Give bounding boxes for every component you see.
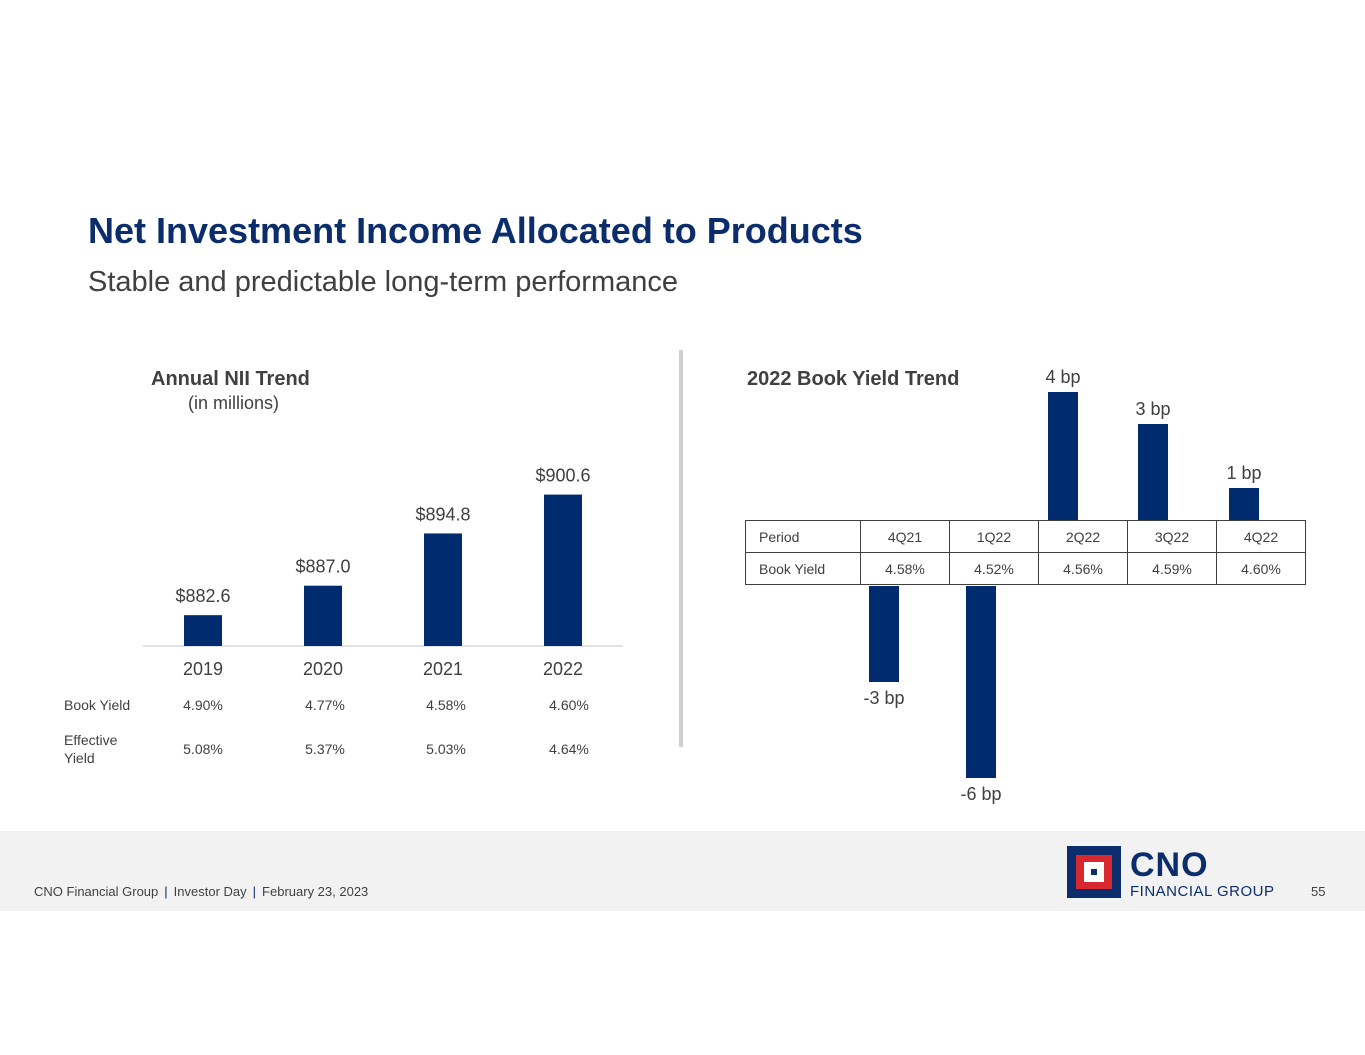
book-yield-cell: 4.52%: [949, 552, 1039, 585]
cno-logo-icon: [1067, 846, 1121, 898]
footer-date: February 23, 2023: [262, 884, 369, 899]
book-yield-data-label: 4 bp: [1045, 367, 1080, 387]
nii-bar-chart: $882.6 2019 $887.0 2020 $894.8 2021 $900.6 2022: [143, 466, 623, 679]
effective-yield-row-label: Effective Yield: [64, 732, 118, 766]
book-yield-header: Book Yield: [745, 552, 861, 585]
footer-event: Investor Day: [173, 884, 247, 899]
book-yield-table: Period 4Q21 1Q22 2Q22 3Q22 4Q22 Book Yie…: [745, 520, 1306, 585]
logo-wordmark: CNO: [1130, 846, 1209, 884]
book-yield-data-label: 1 bp: [1226, 463, 1261, 483]
book-yield-cell: 4.56%: [1038, 552, 1128, 585]
nii-bar: [184, 615, 222, 646]
nii-data-label: $894.8: [415, 504, 470, 524]
nii-bar: [544, 494, 582, 646]
table-row: Book Yield 4.58% 4.52% 4.56% 4.59% 4.60%: [745, 552, 1306, 585]
book-yield-chart-title: 2022 Book Yield Trend: [747, 368, 960, 390]
page-number: 55: [1311, 884, 1326, 899]
footer-bar: [0, 831, 1365, 911]
nii-bar: [304, 585, 342, 646]
nii-category-label: 2019: [183, 659, 223, 679]
nii-data-label: $887.0: [295, 557, 350, 577]
period-header: Period: [745, 520, 861, 553]
book-yield-2019: 4.90%: [183, 697, 223, 713]
nii-category-label: 2022: [543, 659, 583, 679]
effective-yield-2021: 5.03%: [426, 741, 466, 757]
period-cell: 3Q22: [1127, 520, 1217, 553]
effective-yield-2022: 4.64%: [549, 741, 589, 757]
book-yield-data-label: 3 bp: [1135, 399, 1170, 419]
nii-category-label: 2020: [303, 659, 343, 679]
nii-bar: [424, 533, 462, 646]
effective-yield-2019: 5.08%: [183, 741, 223, 757]
footer-text: CNO Financial Group | Investor Day | Februar…: [34, 884, 369, 899]
logo-tagline: FINANCIAL GROUP: [1130, 883, 1275, 900]
table-row: Period 4Q21 1Q22 2Q22 3Q22 4Q22: [745, 520, 1306, 553]
book-yield-data-label: -6 bp: [960, 784, 1001, 804]
nii-chart-subtitle: (in millions): [188, 393, 280, 413]
nii-data-label: $900.6: [535, 466, 590, 486]
period-cell: 4Q21: [860, 520, 950, 553]
book-yield-bar: [1048, 392, 1078, 520]
book-yield-row-label: Book Yield: [64, 697, 131, 713]
book-yield-cell: 4.60%: [1216, 552, 1306, 585]
book-yield-cell: 4.59%: [1127, 552, 1217, 585]
slide-subtitle: Stable and predictable long-term perform…: [88, 266, 678, 298]
book-yield-bar: [1138, 424, 1168, 520]
nii-chart-title: Annual NII Trend: [151, 368, 310, 390]
footer-company: CNO Financial Group: [34, 884, 159, 899]
nii-category-label: 2021: [423, 659, 463, 679]
nii-data-label: $882.6: [175, 586, 230, 606]
book-yield-2020: 4.77%: [305, 697, 345, 713]
book-yield-cell: 4.58%: [860, 552, 950, 585]
period-cell: 4Q22: [1216, 520, 1306, 553]
effective-yield-2020: 5.37%: [305, 741, 345, 757]
book-yield-bar: [869, 586, 899, 682]
period-cell: 2Q22: [1038, 520, 1128, 553]
book-yield-2021: 4.58%: [426, 697, 466, 713]
panel-divider: [679, 350, 683, 747]
book-yield-bar-chart: -3 bp -6 bp 4 bp 3 bp 1 bp: [863, 367, 1261, 804]
book-yield-bar: [966, 586, 996, 778]
period-cell: 1Q22: [949, 520, 1039, 553]
book-yield-bar: [1229, 488, 1259, 520]
book-yield-data-label: -3 bp: [863, 688, 904, 708]
slide-title: Net Investment Income Allocated to Produ…: [88, 210, 863, 251]
book-yield-2022: 4.60%: [549, 697, 589, 713]
